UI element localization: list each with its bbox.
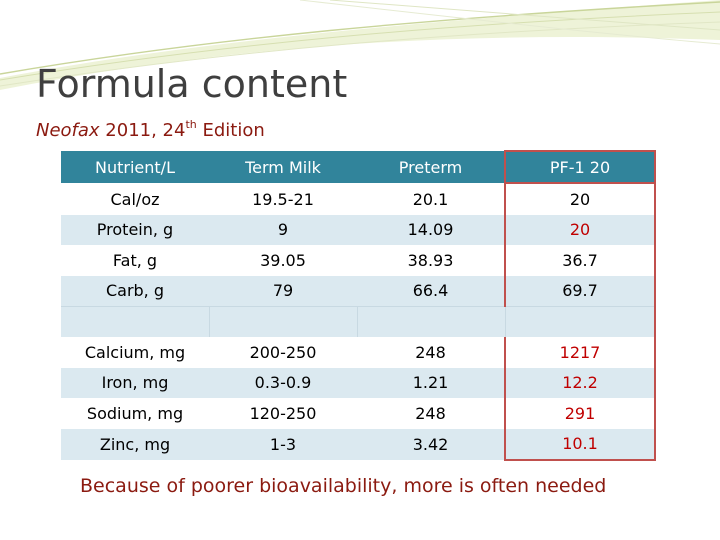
subtitle-year: 2011, 24 xyxy=(99,120,186,141)
header-term-milk: Term Milk xyxy=(209,151,357,184)
table-row: Protein, g 9 14.09 20 xyxy=(61,214,656,246)
table-row: Fat, g 39.05 38.93 36.7 xyxy=(61,245,656,276)
cell-pf1-20: 10.1 xyxy=(504,428,656,461)
table-header-row: Nutrient/L Term Milk Preterm PF-1 20 xyxy=(61,149,656,185)
nutrient-table: Nutrient/L Term Milk Preterm PF-1 20 Cal… xyxy=(61,149,656,461)
cell-term-milk: 0.3-0.9 xyxy=(209,367,357,399)
cell-term-milk: 120-250 xyxy=(249,403,317,423)
cell-nutrient: Zinc, mg xyxy=(61,428,209,460)
table-row: Cal/oz 19.5-21 20.1 20 xyxy=(61,183,656,215)
header-preterm: Preterm xyxy=(357,151,505,184)
cell-nutrient: Cal/oz xyxy=(110,189,160,209)
subtitle-edition: Edition xyxy=(196,120,265,141)
cell-term-milk: 19.5-21 xyxy=(252,189,314,209)
table-row: Sodium, mg 120-250 248 291 xyxy=(61,398,656,429)
page-title: Formula content xyxy=(36,62,348,106)
cell-nutrient: Iron, mg xyxy=(61,367,209,399)
decorative-swoosh xyxy=(0,0,720,90)
cell-pf1-20: 1217 xyxy=(504,337,656,368)
cell-nutrient: Sodium, mg xyxy=(86,403,184,423)
cell-term-milk xyxy=(208,305,357,338)
cell-preterm: 3.42 xyxy=(357,428,505,460)
cell-preterm: 20.1 xyxy=(412,189,449,209)
cell-nutrient: Fat, g xyxy=(112,250,158,270)
cell-term-milk: 39.05 xyxy=(260,250,306,270)
cell-preterm xyxy=(356,305,505,338)
cell-nutrient: Protein, g xyxy=(61,214,209,246)
cell-nutrient xyxy=(61,305,209,338)
table-spacer-row xyxy=(61,305,656,338)
cell-pf1-20: 20 xyxy=(504,214,656,246)
table-row: Calcium, mg 200-250 248 1217 xyxy=(61,337,656,368)
cell-preterm: 66.4 xyxy=(357,275,505,307)
cell-pf1-20: 20 xyxy=(504,183,656,215)
cell-pf1-20: 12.2 xyxy=(504,367,656,399)
cell-nutrient: Calcium, mg xyxy=(84,343,186,363)
table-row: Zinc, mg 1-3 3.42 10.1 xyxy=(61,428,656,461)
cell-preterm: 1.21 xyxy=(357,367,505,399)
table-row: Iron, mg 0.3-0.9 1.21 12.2 xyxy=(61,367,656,399)
cell-preterm: 248 xyxy=(415,343,446,363)
table-row: Carb, g 79 66.4 69.7 xyxy=(61,275,656,307)
cell-nutrient: Carb, g xyxy=(61,275,209,307)
cell-preterm: 248 xyxy=(415,403,446,423)
cell-term-milk: 1-3 xyxy=(209,428,357,460)
subtitle-superscript: th xyxy=(185,118,197,131)
cell-term-milk: 200-250 xyxy=(249,343,317,363)
cell-preterm: 38.93 xyxy=(407,250,454,270)
cell-preterm: 14.09 xyxy=(357,214,505,246)
cell-pf1-20 xyxy=(504,305,656,338)
subtitle: Neofax 2011, 24th Edition xyxy=(36,118,265,141)
cell-pf1-20: 291 xyxy=(504,398,656,429)
header-nutrient: Nutrient/L xyxy=(61,151,209,184)
cell-term-milk: 79 xyxy=(209,275,357,307)
cell-pf1-20: 69.7 xyxy=(504,275,656,307)
cell-term-milk: 9 xyxy=(209,214,357,246)
header-pf1-20: PF-1 20 xyxy=(504,149,656,185)
subtitle-source: Neofax xyxy=(36,120,100,141)
footer-note: Because of poorer bioavailability, more … xyxy=(80,475,607,497)
cell-pf1-20: 36.7 xyxy=(504,245,656,276)
